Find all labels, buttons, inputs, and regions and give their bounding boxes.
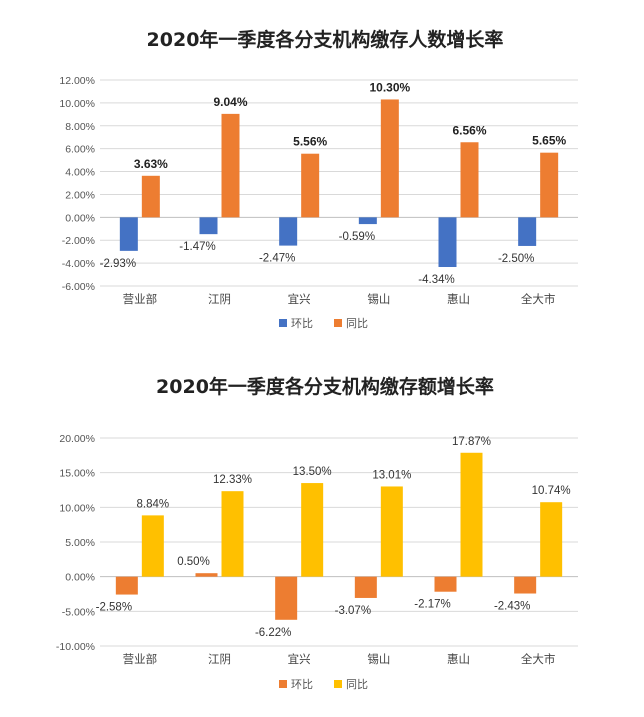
data-label: 5.65% <box>532 134 566 148</box>
category-label: 江阴 <box>208 652 231 666</box>
category-label: 营业部 <box>123 652 158 666</box>
category-label: 营业部 <box>123 292 158 306</box>
category-label: 全大市 <box>521 292 556 306</box>
y-tick-label: 5.00% <box>65 537 95 549</box>
chart-title: 2020年一季度各分支机构缴存额增长率 <box>156 375 494 398</box>
chart-title: 2020年一季度各分支机构缴存人数增长率 <box>147 28 504 51</box>
data-label: 0.50% <box>177 556 210 568</box>
legend-label: 环比 <box>291 317 313 330</box>
bar-huanbi <box>119 217 138 251</box>
y-tick-label: 10.00% <box>59 98 95 110</box>
category-label: 惠山 <box>447 652 470 666</box>
category-label: 宜兴 <box>288 292 311 306</box>
bar-tongbi <box>380 99 399 218</box>
bar-huanbi <box>115 576 138 595</box>
bar-huanbi <box>199 217 218 235</box>
chart-1: 2020年一季度各分支机构缴存人数增长率 12.00% 10.00% 8.00% 6.0… <box>59 28 578 330</box>
bar-tongbi <box>540 152 559 218</box>
data-label: 8.84% <box>137 498 170 510</box>
data-label: 5.56% <box>293 135 327 149</box>
y-tick-label: 0.00% <box>65 572 95 584</box>
data-label: -2.50% <box>498 253 534 265</box>
bar-huanbi <box>358 217 377 225</box>
y-tick-label: 12.00% <box>59 75 95 87</box>
bar-tongbi <box>380 486 403 577</box>
data-label: -3.07% <box>335 605 371 617</box>
data-label: -6.22% <box>255 627 291 639</box>
bar-huanbi <box>275 576 298 620</box>
bar-huanbi <box>518 217 537 246</box>
category-label: 惠山 <box>447 292 470 306</box>
category-label: 宜兴 <box>288 652 311 666</box>
y-tick-label: -4.00% <box>62 258 95 270</box>
data-label: 10.30% <box>369 80 410 94</box>
bar-tongbi <box>221 113 240 218</box>
bar-tongbi <box>141 515 164 577</box>
bar-tongbi <box>460 452 483 577</box>
legend-swatch <box>279 680 287 688</box>
bar-huanbi <box>354 576 377 598</box>
legend-swatch <box>279 319 287 327</box>
y-tick-label: -6.00% <box>62 281 95 293</box>
legend-swatch <box>334 680 342 688</box>
bar-huanbi <box>279 217 298 246</box>
data-label: 13.50% <box>293 466 332 478</box>
bar-tongbi <box>460 142 479 218</box>
category-label: 锡山 <box>367 652 390 666</box>
legend-label: 同比 <box>346 317 368 330</box>
bar-huanbi <box>514 576 537 594</box>
y-tick-label: -2.00% <box>62 235 95 247</box>
y-tick-label: 4.00% <box>65 167 95 179</box>
bar-tongbi <box>141 175 160 218</box>
y-tick-label: 2.00% <box>65 189 95 201</box>
y-tick-label: 15.00% <box>59 468 95 480</box>
data-label: 3.63% <box>134 157 168 171</box>
data-label: 10.74% <box>532 485 571 497</box>
data-label: -2.93% <box>100 258 136 270</box>
category-label: 锡山 <box>367 292 390 306</box>
bar-huanbi <box>438 217 457 268</box>
bar-huanbi <box>195 573 218 577</box>
y-tick-label: 10.00% <box>59 502 95 514</box>
legend-label: 同比 <box>346 678 368 691</box>
data-label: -2.47% <box>259 253 295 265</box>
bar-tongbi <box>540 502 563 577</box>
chart-2: 2020年一季度各分支机构缴存额增长率 20.00% 15.00% 10.00% 5.0… <box>56 375 578 691</box>
data-label: -2.43% <box>494 601 530 613</box>
bar-tongbi <box>221 491 244 577</box>
data-label: 6.56% <box>452 123 486 137</box>
data-label: 17.87% <box>452 436 491 448</box>
y-tick-label: -5.00% <box>62 606 95 618</box>
y-tick-label: 0.00% <box>65 212 95 224</box>
y-tick-label: 20.00% <box>59 433 95 445</box>
y-tick-label: 8.00% <box>65 121 95 133</box>
data-label: -2.17% <box>414 599 450 611</box>
legend: 环比 同比 <box>279 678 368 691</box>
data-label: -4.34% <box>418 274 454 286</box>
category-label: 全大市 <box>521 652 556 666</box>
data-label: 9.04% <box>213 95 247 109</box>
legend-swatch <box>334 319 342 327</box>
y-tick-label: -10.00% <box>56 641 95 653</box>
legend-label: 环比 <box>291 678 313 691</box>
bar-tongbi <box>301 483 324 577</box>
data-label: 13.01% <box>372 469 411 481</box>
data-label: -1.47% <box>179 241 215 253</box>
bar-huanbi <box>434 576 457 592</box>
data-label: -2.58% <box>96 602 132 614</box>
bar-tongbi <box>301 153 320 218</box>
y-tick-label: 6.00% <box>65 144 95 156</box>
data-label: 12.33% <box>213 474 252 486</box>
category-label: 江阴 <box>208 292 231 306</box>
legend: 环比 同比 <box>279 317 368 330</box>
data-label: -0.59% <box>339 231 375 243</box>
